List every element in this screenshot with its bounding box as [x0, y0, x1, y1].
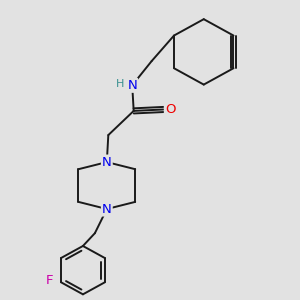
- Text: N: N: [102, 202, 112, 215]
- Text: N: N: [127, 79, 137, 92]
- Text: O: O: [165, 103, 175, 116]
- Text: N: N: [102, 156, 112, 169]
- Text: H: H: [116, 79, 124, 89]
- Text: F: F: [46, 274, 53, 287]
